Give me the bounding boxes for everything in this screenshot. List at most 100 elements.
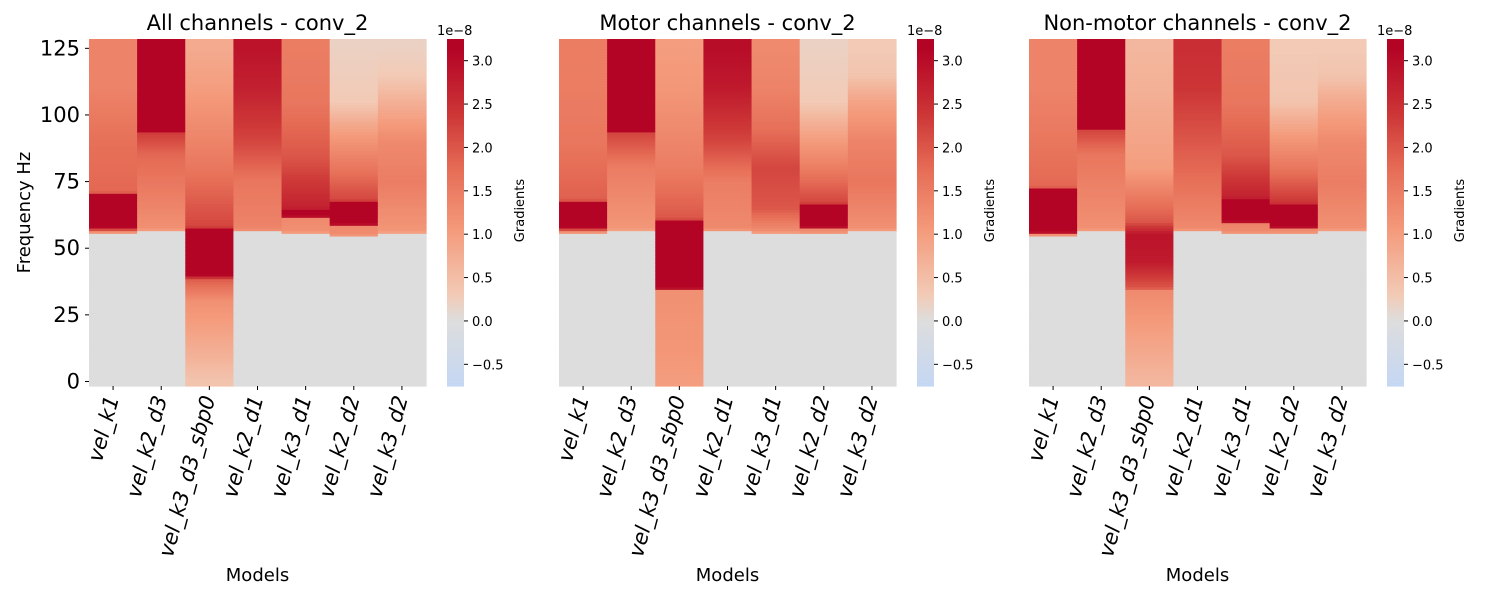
heatmap-cell bbox=[1077, 145, 1126, 150]
heatmap-cell bbox=[1269, 276, 1319, 280]
colorbar-segment bbox=[1387, 331, 1404, 335]
heatmap-cell bbox=[1125, 97, 1175, 101]
colorbar-segment bbox=[917, 221, 934, 224]
heatmap-cell bbox=[1317, 44, 1367, 48]
heatmap-cell bbox=[847, 209, 897, 214]
heatmap-cell bbox=[847, 73, 897, 77]
heatmap-cell bbox=[703, 215, 753, 219]
heatmap-cell bbox=[559, 223, 608, 227]
heatmap-cell bbox=[559, 177, 608, 182]
heatmap-cell bbox=[559, 377, 608, 382]
heatmap-cell bbox=[559, 76, 608, 80]
heatmap-cell bbox=[185, 60, 235, 64]
heatmap-column-vel_k2_d1 bbox=[233, 39, 283, 387]
heatmap-cell bbox=[799, 292, 849, 296]
heatmap-cell bbox=[751, 249, 801, 254]
heatmap-cell bbox=[655, 100, 705, 104]
heatmap-cell bbox=[137, 49, 186, 53]
heatmap-cell bbox=[703, 145, 753, 150]
heatmap-cell bbox=[1029, 303, 1078, 307]
heatmap-cell bbox=[1173, 263, 1223, 267]
heatmap-cell bbox=[329, 116, 379, 120]
heatmap-cell bbox=[233, 196, 283, 200]
heatmap-cell bbox=[329, 241, 379, 246]
heatmap-cell bbox=[559, 156, 608, 160]
heatmap-cell bbox=[1269, 287, 1319, 291]
colorbar-tick-label: −0.5 bbox=[472, 358, 504, 373]
heatmap-cell bbox=[329, 295, 379, 299]
colorbar-segment bbox=[447, 110, 464, 114]
heatmap-cell bbox=[1125, 281, 1175, 286]
heatmap-cell bbox=[1077, 103, 1126, 107]
heatmap-cell bbox=[607, 353, 656, 358]
heatmap-cell bbox=[847, 257, 897, 262]
heatmap-cell bbox=[751, 308, 801, 312]
heatmap-cell bbox=[559, 276, 608, 280]
heatmap-cell bbox=[559, 60, 608, 64]
heatmap-cell bbox=[1317, 129, 1367, 134]
heatmap-cell bbox=[1221, 239, 1271, 243]
heatmap-cell bbox=[1269, 263, 1319, 267]
heatmap-cell bbox=[137, 177, 186, 182]
heatmap-cell bbox=[137, 188, 186, 192]
heatmap-cell bbox=[1221, 169, 1271, 174]
heatmap-cell bbox=[559, 188, 608, 192]
heatmap-cell bbox=[281, 111, 331, 115]
heatmap-cell bbox=[751, 247, 801, 251]
colorbar-segment bbox=[1387, 78, 1404, 81]
heatmap-cell bbox=[233, 71, 283, 75]
heatmap-cell bbox=[1173, 140, 1223, 144]
heatmap-cell bbox=[89, 308, 138, 312]
heatmap-cell bbox=[703, 247, 753, 251]
heatmap-cell bbox=[1317, 356, 1367, 360]
heatmap-cell bbox=[281, 164, 331, 168]
colorbar-segment bbox=[917, 331, 934, 335]
heatmap-cell bbox=[1221, 273, 1271, 278]
heatmap-cell bbox=[329, 337, 379, 342]
heatmap-cell bbox=[233, 41, 283, 45]
heatmap-cell bbox=[377, 100, 427, 104]
colorbar-segment bbox=[917, 43, 934, 47]
heatmap-cell bbox=[703, 79, 753, 83]
heatmap-cell bbox=[1125, 292, 1175, 296]
heatmap-cell bbox=[89, 49, 138, 53]
heatmap-cell bbox=[1125, 321, 1175, 326]
colorbar-segment bbox=[917, 114, 934, 118]
colorbar-segment bbox=[447, 136, 464, 140]
heatmap-cell bbox=[377, 241, 427, 246]
heatmap-cell bbox=[185, 52, 235, 56]
heatmap-cell bbox=[703, 319, 753, 323]
heatmap-cell bbox=[751, 159, 801, 163]
heatmap-cell bbox=[847, 297, 897, 302]
heatmap-cell bbox=[1125, 183, 1175, 187]
heatmap-cell bbox=[233, 143, 283, 147]
heatmap-column-vel_k2_d3 bbox=[607, 39, 656, 387]
heatmap-cell bbox=[281, 191, 331, 195]
heatmap-cell bbox=[329, 148, 379, 152]
heatmap-cell bbox=[1221, 148, 1271, 152]
heatmap-cell bbox=[655, 284, 705, 288]
heatmap-cell bbox=[799, 324, 849, 328]
colorbar-segment bbox=[447, 88, 464, 92]
heatmap-cell bbox=[1317, 295, 1367, 299]
heatmap-column-vel_k2_d1 bbox=[1173, 39, 1223, 387]
heatmap-cell bbox=[233, 380, 283, 384]
heatmap-cell bbox=[1077, 132, 1126, 136]
heatmap-cell bbox=[607, 132, 656, 136]
heatmap-cell bbox=[89, 193, 138, 198]
heatmap-cell bbox=[559, 97, 608, 101]
heatmap-cell bbox=[703, 289, 753, 294]
heatmap-cell bbox=[751, 361, 801, 366]
heatmap-cell bbox=[233, 63, 283, 67]
heatmap-cell bbox=[799, 367, 849, 371]
heatmap-cell bbox=[1173, 225, 1223, 230]
heatmap-cell bbox=[1221, 345, 1271, 350]
heatmap-cell bbox=[1077, 271, 1126, 275]
heatmap-cell bbox=[1221, 228, 1271, 232]
heatmap-cell bbox=[89, 369, 138, 374]
colorbar-segment bbox=[1387, 223, 1404, 227]
heatmap-cell bbox=[377, 84, 427, 88]
colorbar-segment bbox=[1387, 95, 1404, 99]
heatmap-cell bbox=[281, 207, 331, 211]
